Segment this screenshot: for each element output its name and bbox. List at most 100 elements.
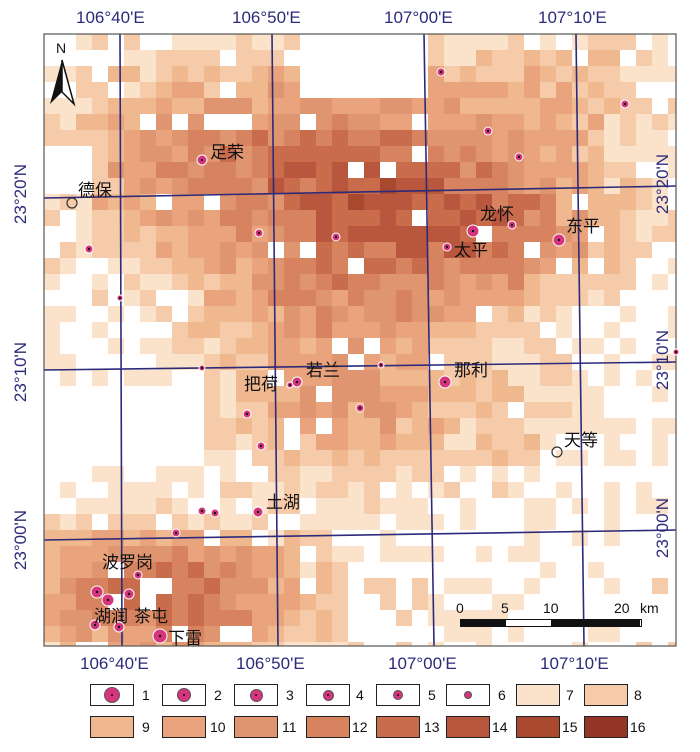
raster-cell bbox=[284, 594, 300, 610]
raster-cell bbox=[428, 162, 444, 178]
raster-cell bbox=[300, 386, 316, 402]
legend-label-5: 5 bbox=[428, 687, 436, 703]
raster-cell bbox=[412, 130, 428, 146]
raster-cell bbox=[332, 482, 348, 498]
raster-cell bbox=[92, 210, 108, 226]
raster-cell bbox=[204, 130, 220, 146]
raster-cell bbox=[348, 194, 364, 210]
raster-cell bbox=[188, 226, 204, 242]
raster-cell bbox=[140, 290, 156, 306]
raster-cell bbox=[348, 450, 364, 466]
raster-cell bbox=[172, 498, 188, 514]
raster-cell bbox=[540, 98, 556, 114]
scale-bar bbox=[460, 619, 642, 627]
raster-cell bbox=[508, 386, 524, 402]
raster-cell bbox=[636, 130, 652, 146]
raster-cell bbox=[124, 178, 140, 194]
raster-cell bbox=[380, 130, 396, 146]
raster-cell bbox=[524, 546, 540, 562]
raster-cell bbox=[188, 338, 204, 354]
raster-cell bbox=[460, 418, 476, 434]
raster-cell bbox=[380, 370, 396, 386]
raster-cell bbox=[364, 290, 380, 306]
raster-cell bbox=[204, 402, 220, 418]
raster-cell bbox=[124, 370, 140, 386]
raster-cell bbox=[364, 418, 380, 434]
raster-cell bbox=[156, 498, 172, 514]
raster-cell bbox=[284, 306, 300, 322]
raster-cell bbox=[252, 306, 268, 322]
raster-cell bbox=[444, 306, 460, 322]
raster-cell bbox=[540, 290, 556, 306]
raster-cell bbox=[316, 338, 332, 354]
raster-cell bbox=[540, 402, 556, 418]
raster-cell bbox=[508, 290, 524, 306]
raster-cell bbox=[396, 338, 412, 354]
graticule-line bbox=[119, 33, 123, 647]
raster-cell bbox=[140, 482, 156, 498]
raster-cell bbox=[668, 306, 676, 322]
raster-cell bbox=[268, 210, 284, 226]
raster-cell bbox=[652, 66, 668, 82]
raster-cell bbox=[300, 290, 316, 306]
raster-cell bbox=[460, 290, 476, 306]
raster-cell bbox=[604, 242, 620, 258]
raster-cell bbox=[332, 274, 348, 290]
raster-cell bbox=[332, 162, 348, 178]
raster-cell bbox=[204, 146, 220, 162]
raster-cell bbox=[348, 370, 364, 386]
raster-cell bbox=[108, 66, 124, 82]
legend-box-2 bbox=[162, 684, 206, 706]
raster-cell bbox=[92, 562, 108, 578]
raster-cell bbox=[380, 594, 396, 610]
raster-cell bbox=[508, 338, 524, 354]
raster-cell bbox=[460, 466, 476, 482]
raster-cell bbox=[380, 578, 396, 594]
raster-cell bbox=[268, 194, 284, 210]
raster-cell bbox=[620, 418, 636, 434]
raster-cell bbox=[300, 402, 316, 418]
raster-cell bbox=[412, 194, 428, 210]
raster-cell bbox=[44, 130, 60, 146]
raster-cell bbox=[540, 306, 556, 322]
raster-cell bbox=[348, 306, 364, 322]
raster-cell bbox=[508, 130, 524, 146]
raster-cell bbox=[268, 66, 284, 82]
raster-cell bbox=[604, 130, 620, 146]
legend-box-11 bbox=[234, 716, 278, 738]
raster-cell bbox=[316, 482, 332, 498]
raster-cell bbox=[652, 274, 668, 290]
raster-cell bbox=[220, 610, 236, 626]
raster-cell bbox=[412, 290, 428, 306]
raster-cell bbox=[412, 306, 428, 322]
raster-cell bbox=[652, 418, 668, 434]
raster-cell bbox=[252, 290, 268, 306]
raster-cell bbox=[540, 210, 556, 226]
raster-cell bbox=[92, 82, 108, 98]
raster-cell bbox=[540, 66, 556, 82]
raster-cell bbox=[364, 162, 380, 178]
raster-cell bbox=[316, 530, 332, 546]
raster-cell bbox=[172, 194, 188, 210]
raster-cell bbox=[508, 354, 524, 370]
legend-label-13: 13 bbox=[424, 719, 440, 735]
raster-cell bbox=[668, 642, 676, 646]
raster-cell bbox=[220, 34, 236, 50]
raster-cell bbox=[172, 226, 188, 242]
raster-cell bbox=[428, 210, 444, 226]
raster-cell bbox=[604, 258, 620, 274]
raster-cell bbox=[620, 242, 636, 258]
raster-cell bbox=[268, 34, 284, 50]
raster-cell bbox=[492, 258, 508, 274]
raster-cell bbox=[236, 642, 252, 646]
raster-cell bbox=[396, 114, 412, 130]
legend-box-3 bbox=[234, 684, 278, 706]
raster-cell bbox=[380, 338, 396, 354]
raster-cell bbox=[476, 322, 492, 338]
raster-cell bbox=[252, 146, 268, 162]
raster-cell bbox=[412, 338, 428, 354]
raster-cell bbox=[428, 194, 444, 210]
raster-cell bbox=[316, 642, 332, 646]
raster-cell bbox=[204, 354, 220, 370]
raster-cell bbox=[348, 226, 364, 242]
